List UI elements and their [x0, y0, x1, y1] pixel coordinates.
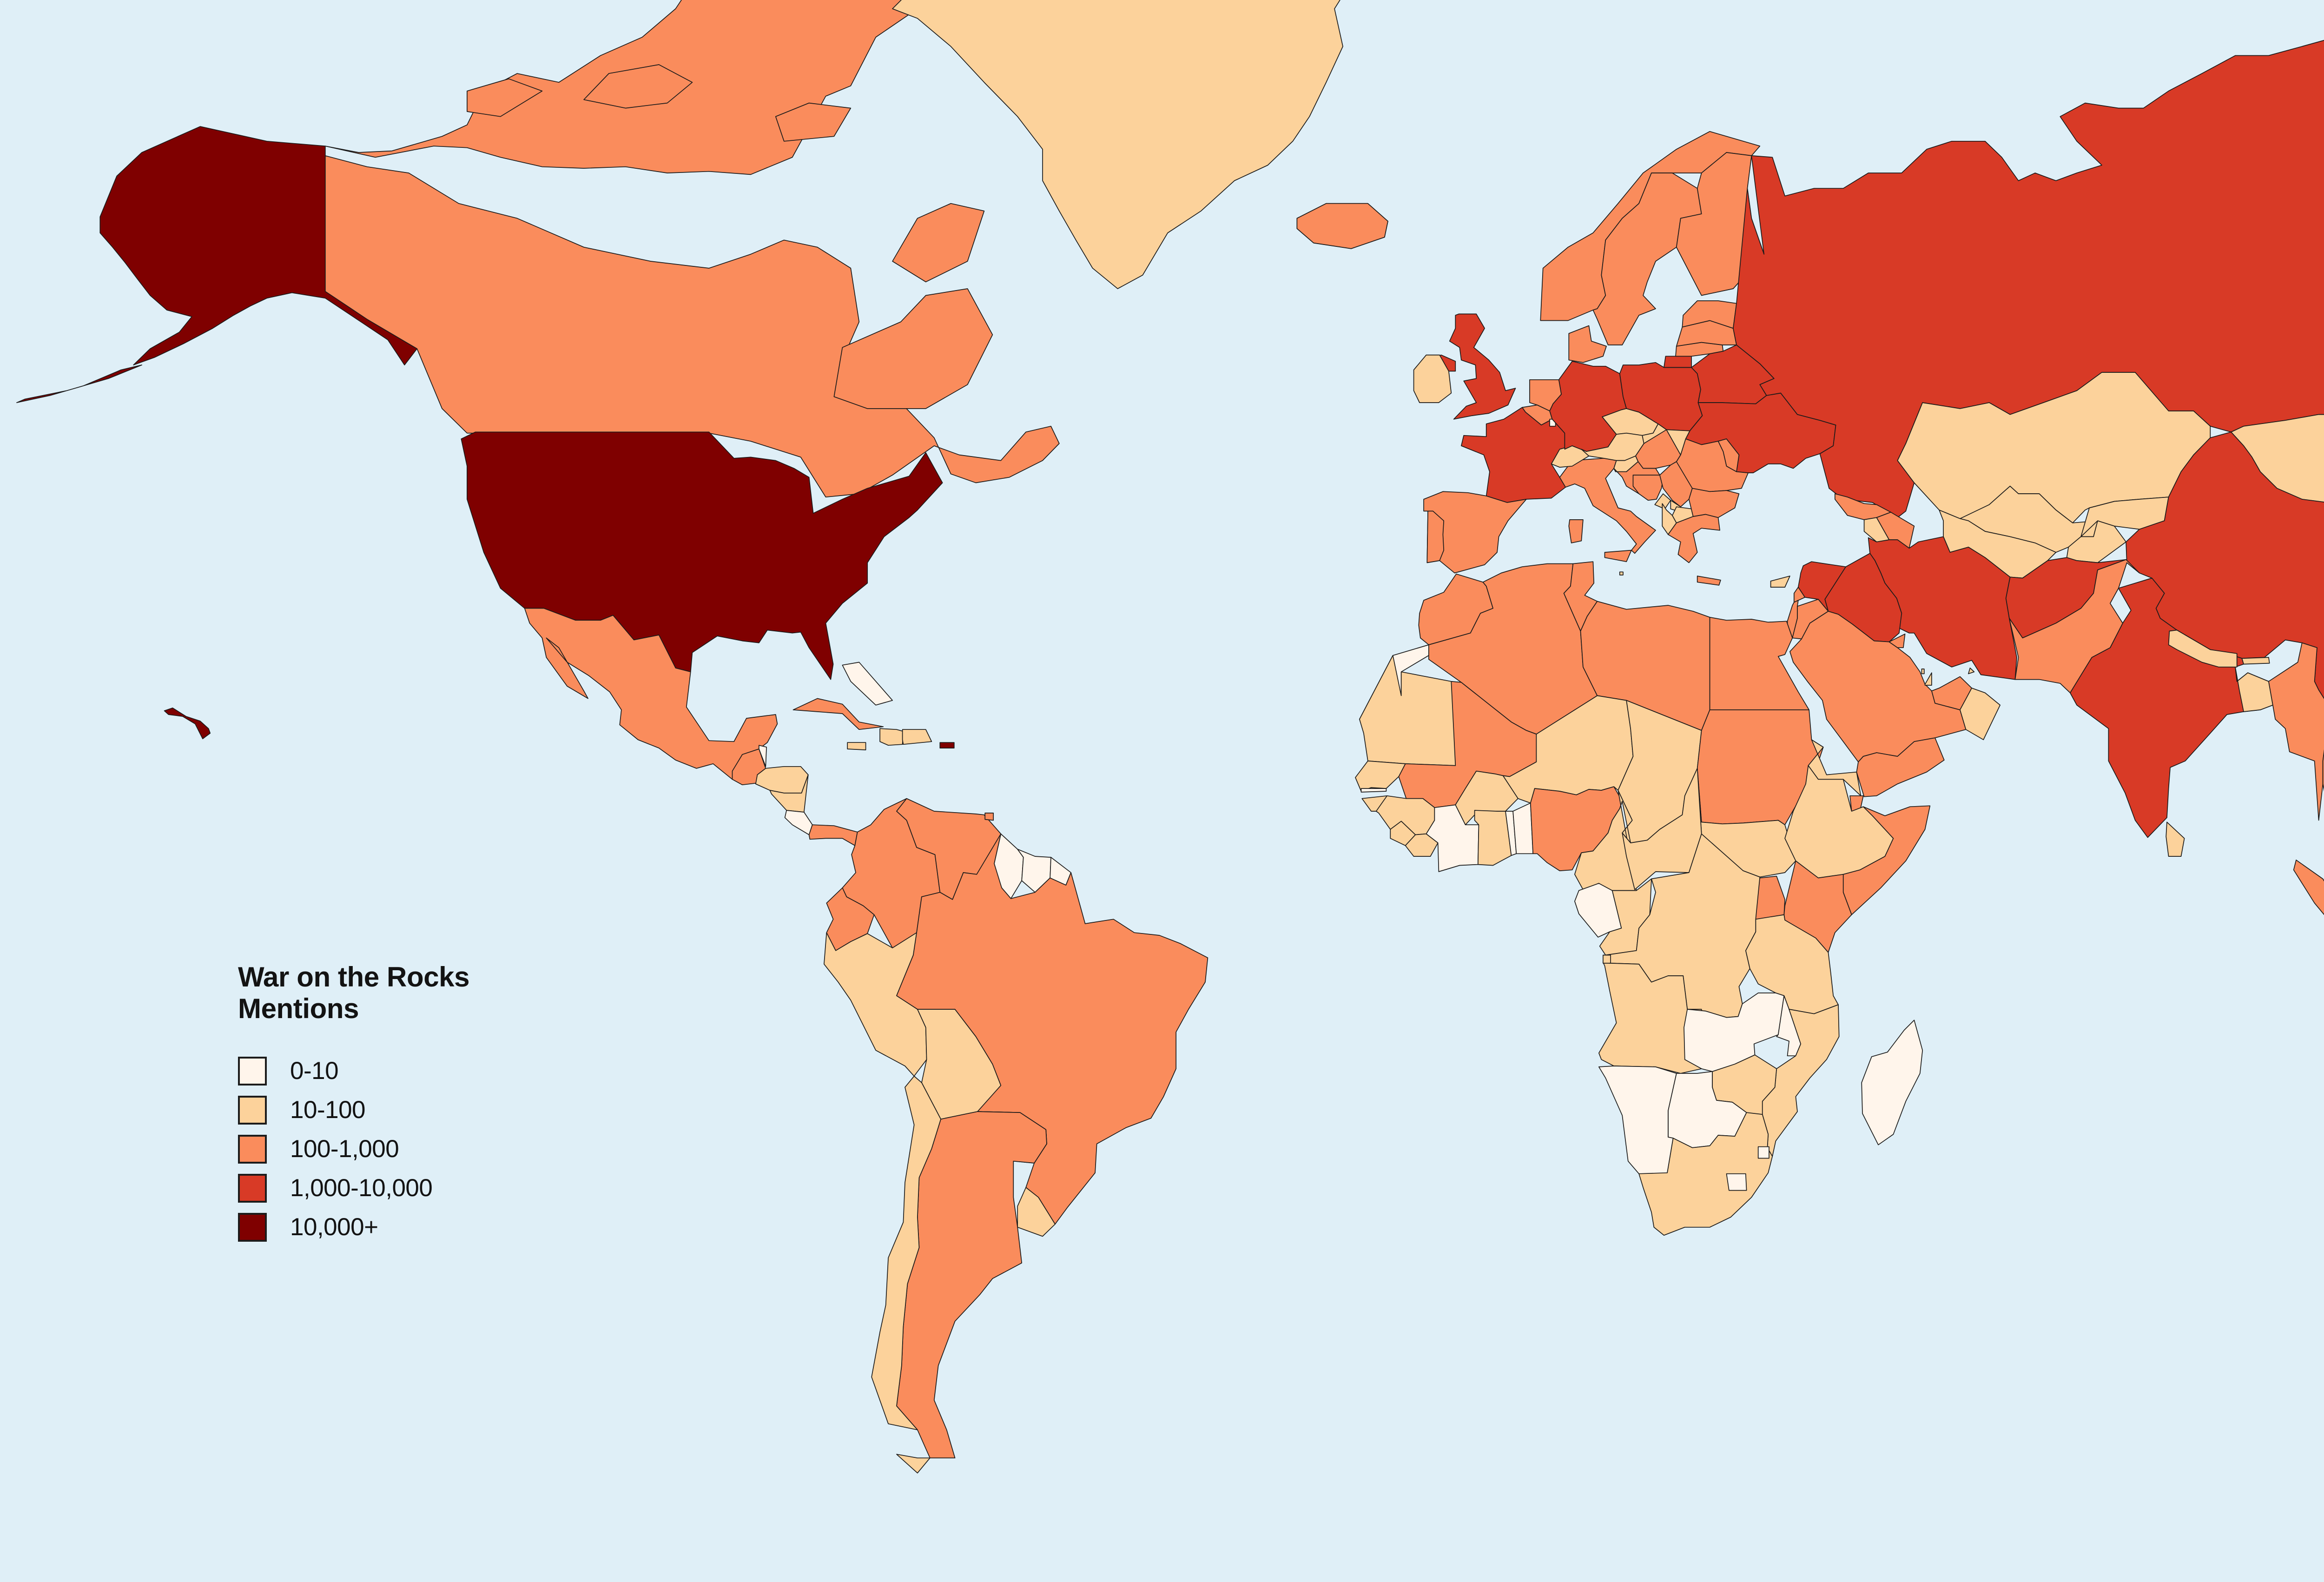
country-iran[interactable]: Iran — [1868, 536, 2017, 679]
legend-label-1: 10-100 — [290, 1096, 366, 1124]
country-south-africa[interactable]: South Africa — [1639, 1112, 1772, 1235]
country-estonia[interactable]: Estonia — [1682, 301, 1736, 328]
country-greece[interactable]: Greece — [1697, 576, 1721, 585]
country-layer[interactable]: Alaska (US)Alaska (US)Hawaii (US)CanadaC… — [17, 0, 2324, 1473]
legend-label-3: 1,000-10,000 — [290, 1174, 433, 1202]
country-lesotho[interactable]: Lesotho — [1727, 1174, 1747, 1191]
country-italy[interactable]: Italy — [1605, 550, 1631, 562]
country-ireland[interactable]: Ireland — [1414, 355, 1452, 403]
country-oman[interactable]: Oman — [1968, 668, 1974, 674]
country-angola[interactable]: Angola — [1599, 962, 1702, 1073]
country-sri-lanka[interactable]: Sri Lanka — [2166, 822, 2184, 856]
country-uruguay[interactable]: Uruguay — [1017, 1187, 1055, 1236]
country-burkina-faso[interactable]: Burkina Faso — [1455, 771, 1518, 825]
country-canada[interactable]: Canada — [834, 289, 992, 409]
country-canada[interactable]: Canada — [892, 204, 984, 282]
legend-title-line2: Mentions — [238, 993, 359, 1024]
country-hawaii-us[interactable]: Hawaii (US) — [165, 708, 211, 739]
country-canada[interactable]: Canada — [467, 79, 542, 117]
legend-row-4[interactable]: 10,000+ — [238, 1208, 656, 1247]
country-mexico[interactable]: Mexico — [525, 609, 778, 780]
country-dominican-republic[interactable]: Dominican Republic — [903, 729, 932, 744]
country-cuba[interactable]: Cuba — [793, 699, 884, 730]
legend-swatch-1 — [238, 1095, 267, 1125]
country-alaska-us[interactable]: Alaska (US) — [17, 365, 142, 403]
country-haiti[interactable]: Haiti — [880, 728, 903, 745]
country-angola[interactable]: Angola — [1603, 955, 1611, 963]
country-bahamas[interactable]: Bahamas — [842, 662, 892, 705]
country-belize[interactable]: Belize — [759, 745, 766, 767]
country-myanmar[interactable]: Myanmar — [2269, 643, 2324, 821]
country-chile[interactable]: Chile — [872, 1076, 941, 1430]
country-kaliningrad-russia[interactable]: Kaliningrad (Russia) — [1664, 356, 1691, 367]
country-kuwait[interactable]: Kuwait — [1889, 634, 1905, 648]
country-nicaragua[interactable]: Nicaragua — [770, 775, 808, 812]
country-benin[interactable]: Benin — [1513, 803, 1533, 854]
country-oman[interactable]: Oman — [1960, 688, 2000, 740]
country-yemen[interactable]: Yemen — [1856, 738, 1944, 797]
country-united-kingdom[interactable]: United Kingdom — [1450, 314, 1516, 419]
country-italy[interactable]: Italy — [1569, 520, 1583, 543]
legend-title-line1: War on the Rocks — [238, 961, 470, 993]
legend-row-1[interactable]: 10-100 — [238, 1091, 656, 1130]
country-jamaica[interactable]: Jamaica — [847, 742, 865, 750]
country-nepal[interactable]: Nepal — [2169, 630, 2237, 667]
country-iceland[interactable]: Iceland — [1297, 204, 1388, 249]
country-portugal[interactable]: Portugal — [1427, 511, 1444, 563]
country-brazil[interactable]: Brazil — [897, 834, 1208, 1225]
country-cyprus[interactable]: Cyprus — [1771, 576, 1790, 587]
country-bahrain[interactable]: Bahrain — [1921, 669, 1924, 674]
legend-rows: 0-10 10-100 100-1,000 1,000-10,000 10,000+ — [238, 1052, 656, 1247]
legend-row-0[interactable]: 0-10 — [238, 1052, 656, 1091]
legend-label-4: 10,000+ — [290, 1213, 378, 1241]
legend-swatch-2 — [238, 1134, 267, 1164]
legend-label-2: 100-1,000 — [290, 1135, 399, 1163]
country-ghana[interactable]: Ghana — [1475, 810, 1512, 865]
legend-row-3[interactable]: 1,000-10,000 — [238, 1169, 656, 1208]
country-madagascar[interactable]: Madagascar — [1862, 1020, 1922, 1145]
country-pakistan[interactable]: Pakistan — [2009, 560, 2139, 693]
country-bulgaria[interactable]: Bulgaria — [1689, 488, 1739, 517]
country-puerto-rico-us[interactable]: Puerto Rico (US) — [940, 742, 954, 748]
country-syria[interactable]: Syria — [1798, 562, 1846, 611]
country-thailand[interactable]: Thailand — [2323, 726, 2324, 854]
legend-swatch-4 — [238, 1212, 267, 1242]
country-canada[interactable]: Canada — [776, 103, 851, 141]
legend-swatch-3 — [238, 1173, 267, 1203]
country-bhutan[interactable]: Bhutan — [2242, 657, 2270, 664]
country-canada[interactable]: Canada — [584, 65, 692, 108]
country-malta[interactable]: Malta — [1620, 572, 1623, 575]
country-slovakia[interactable]: Slovakia — [1642, 424, 1690, 455]
country-indonesia[interactable]: Indonesia — [2294, 860, 2324, 963]
country-denmark[interactable]: Denmark — [1569, 326, 1606, 363]
legend-title: War on the Rocks Mentions — [238, 961, 498, 1025]
country-qatar[interactable]: Qatar — [1925, 673, 1932, 685]
country-lebanon[interactable]: Lebanon — [1794, 587, 1805, 602]
legend-label-0: 0-10 — [290, 1057, 339, 1085]
country-chile[interactable]: Chile — [897, 1454, 930, 1473]
country-trinidad-and-tobago[interactable]: Trinidad and Tobago — [985, 813, 993, 821]
legend: War on the Rocks Mentions 0-10 10-100 100-1… — [238, 961, 656, 1247]
legend-row-2[interactable]: 100-1,000 — [238, 1130, 656, 1169]
country-gambia[interactable]: Gambia — [1361, 788, 1386, 792]
legend-swatch-0 — [238, 1056, 267, 1086]
country-greenland[interactable]: Greenland — [892, 0, 1360, 289]
country-eswatini[interactable]: Eswatini — [1758, 1147, 1769, 1158]
